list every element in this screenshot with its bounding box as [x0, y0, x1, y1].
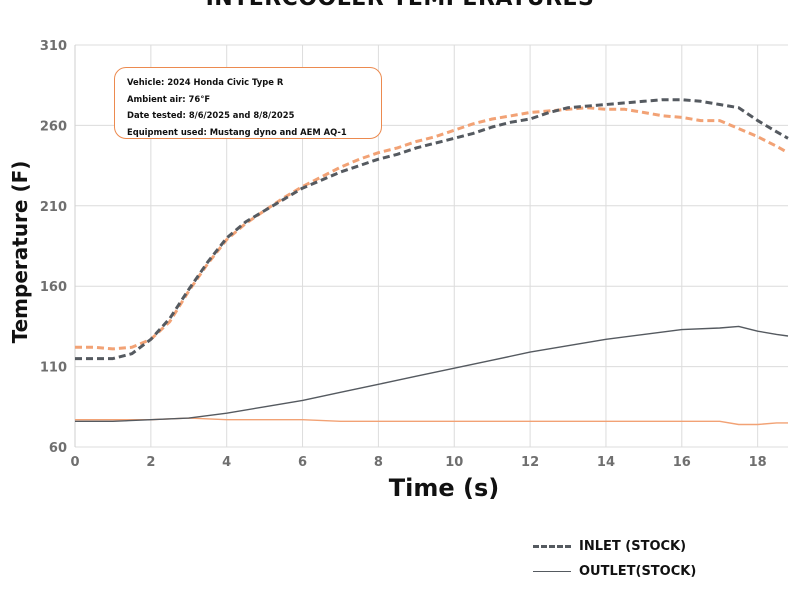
x-tick-label: 14 — [597, 455, 615, 470]
x-axis-title: Time (s) — [389, 474, 499, 502]
y-tick-label: 160 — [40, 280, 67, 295]
x-tick-label: 4 — [222, 455, 231, 470]
x-tick-label: 6 — [298, 455, 307, 470]
x-tick-label: 8 — [374, 455, 383, 470]
series-line-inlet-dyno — [75, 106, 789, 351]
annotation-date-tested: Date tested: 8/6/2025 and 8/8/2025 — [127, 110, 295, 120]
series-line-outlet-dyno — [75, 417, 788, 426]
legend-label: OUTLET(STOCK) — [579, 564, 697, 579]
y-tick-label: 110 — [40, 361, 67, 376]
y-tick-label: 60 — [49, 441, 67, 456]
x-tick-label: 10 — [445, 455, 463, 470]
annotation-ambient-air: Ambient air: 76°F — [127, 93, 211, 104]
x-tick-label: 12 — [521, 455, 539, 470]
series-line-outlet-stock — [75, 325, 789, 422]
legend-item-inlet-stock: INLET (STOCK) — [533, 534, 696, 559]
legend: INLET (STOCK) OUTLET(STOCK) — [533, 534, 696, 584]
y-tick-labels: 60 110 160 210 260 310 — [40, 39, 67, 456]
annotation-box: Vehicle: 2024 Honda Civic Type R Ambient… — [114, 67, 382, 139]
series-line-inlet-stock — [75, 98, 789, 361]
x-tick-label: 18 — [749, 455, 767, 470]
chart-title: INTERCOOLER TEMPERATURES — [0, 0, 800, 11]
x-tick-label: 16 — [673, 455, 691, 470]
legend-item-outlet-stock: OUTLET(STOCK) — [533, 559, 696, 584]
legend-label: INLET (STOCK) — [579, 539, 687, 554]
y-tick-label: 210 — [40, 200, 67, 215]
x-tick-label: 0 — [70, 455, 79, 470]
x-tick-labels: 0 2 4 6 8 10 12 14 16 18 — [70, 455, 766, 470]
series-lines — [75, 98, 789, 426]
y-tick-label: 310 — [40, 39, 67, 54]
legend-swatch-solid — [533, 571, 571, 572]
y-tick-label: 260 — [40, 119, 67, 134]
legend-swatch-dashed — [533, 545, 571, 548]
annotation-vehicle: Vehicle: 2024 Honda Civic Type R — [127, 77, 284, 87]
x-tick-label: 2 — [146, 455, 155, 470]
y-axis-title: Temperature (F) — [8, 161, 32, 344]
annotation-equipment: Equipment used: Mustang dyno and AEM AQ-… — [127, 126, 347, 137]
